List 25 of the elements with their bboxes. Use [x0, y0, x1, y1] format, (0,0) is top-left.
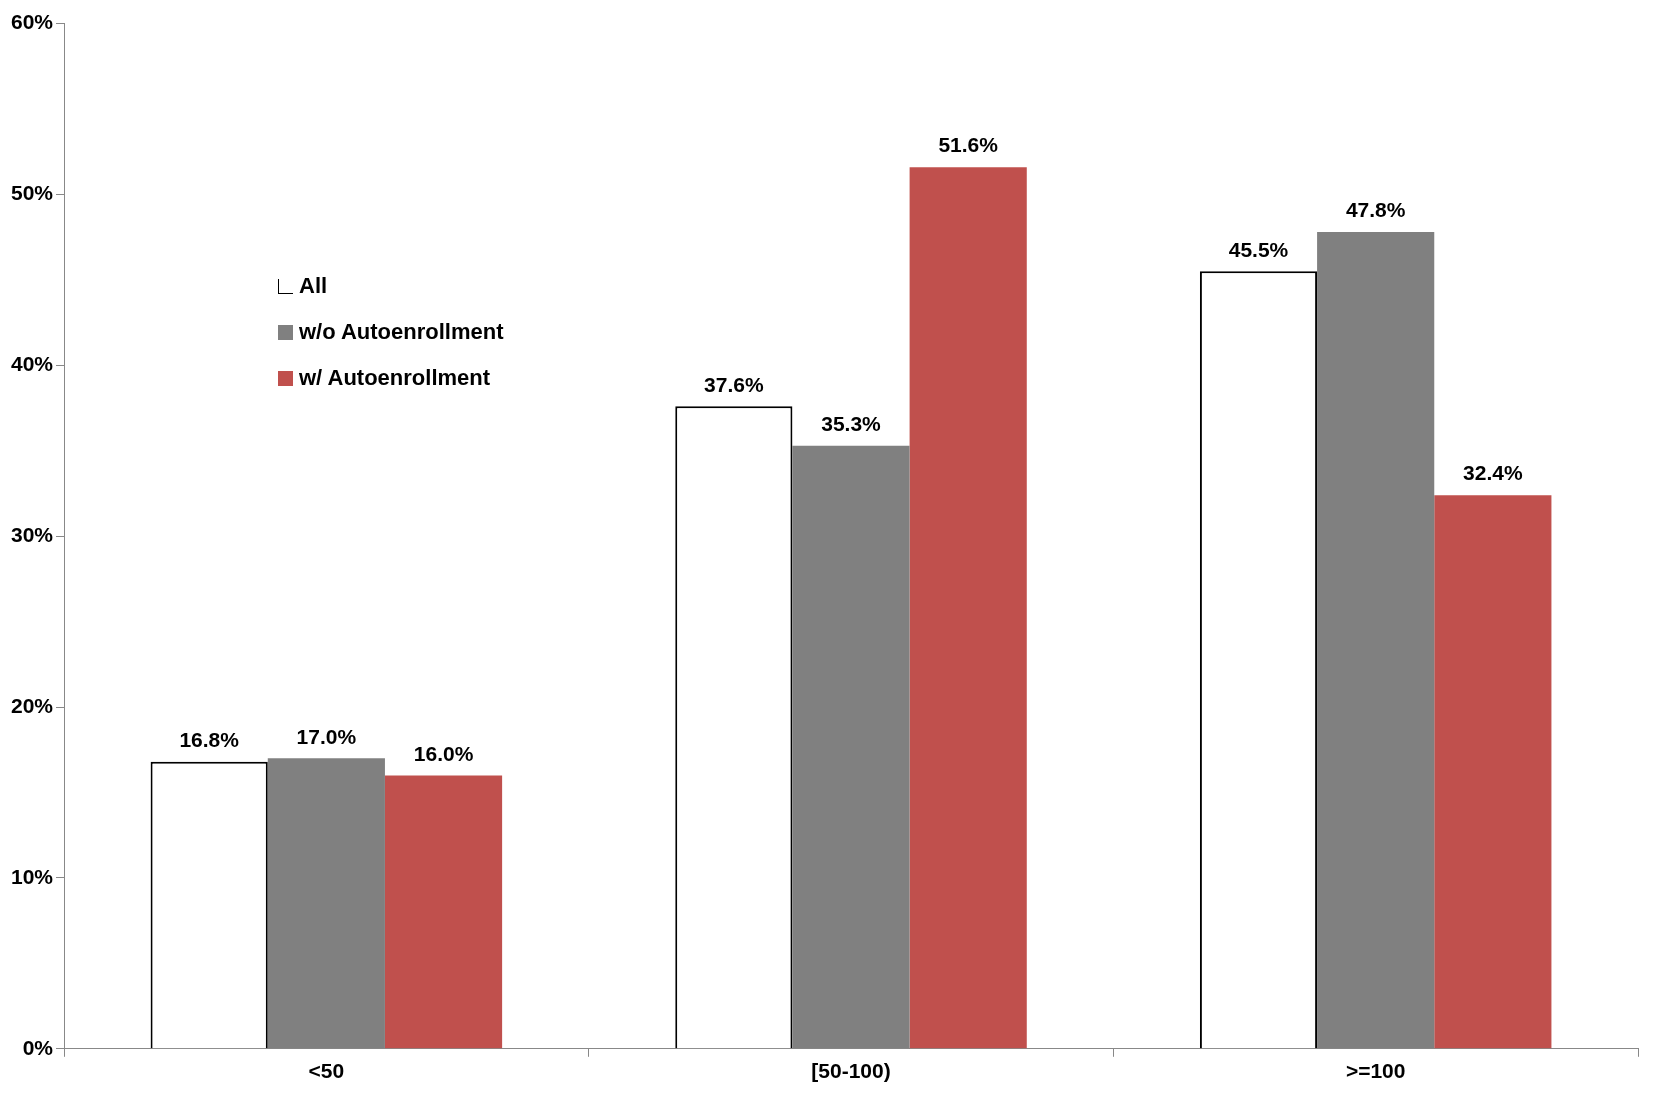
- y-tick-label: 50%: [11, 181, 54, 205]
- y-tick-label: 30%: [11, 523, 54, 546]
- text: 37.6%: [704, 372, 764, 396]
- y-tick-label: 60%: [11, 10, 54, 34]
- y-tick-label: 0%: [22, 1035, 54, 1059]
- y-tick-label: 40%: [11, 352, 54, 376]
- x-tick-label: [50-100): [811, 1059, 891, 1083]
- legend-label: w/o Autoenrollment: [299, 319, 504, 345]
- text: 51.6%: [938, 133, 998, 157]
- bar: [909, 167, 1027, 1049]
- bar: [384, 775, 503, 1049]
- text: 16.0%: [413, 741, 474, 765]
- text: 32.4%: [1463, 461, 1523, 485]
- y-tick-label: 20%: [11, 693, 54, 717]
- legend-label: w/ Autoenrollment: [299, 365, 491, 391]
- legend-label: All: [299, 273, 328, 299]
- x-tick-label: <50: [308, 1059, 345, 1083]
- text: 17.0%: [296, 724, 357, 748]
- text: 16.8%: [179, 728, 239, 752]
- bar: [1434, 495, 1552, 1049]
- text: 35.3%: [821, 411, 881, 435]
- text: 47.8%: [1345, 198, 1406, 222]
- y-tick-label: 10%: [11, 864, 54, 888]
- text: 45.5%: [1228, 237, 1289, 261]
- x-tick-label: >=100: [1345, 1059, 1406, 1083]
